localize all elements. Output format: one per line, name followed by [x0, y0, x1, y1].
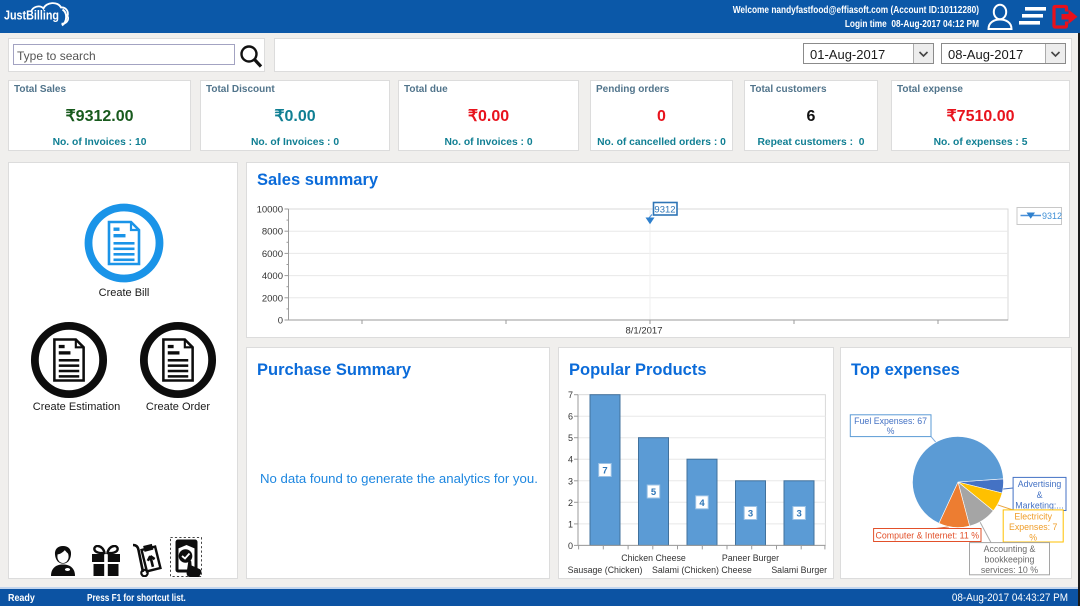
svg-text:5: 5 [568, 433, 573, 443]
svg-text:Paneer Burger: Paneer Burger [722, 553, 779, 563]
svg-text:Accounting &: Accounting & [984, 544, 1036, 554]
svg-text:3: 3 [568, 476, 573, 486]
svg-text:1: 1 [568, 519, 573, 529]
svg-text:Computer & Internet: 11 %: Computer & Internet: 11 % [876, 530, 980, 540]
svg-text:7: 7 [568, 390, 573, 400]
svg-text:4000: 4000 [262, 271, 283, 282]
svg-text:Sausage (Chicken): Sausage (Chicken) [568, 565, 643, 575]
svg-text:Fuel Expenses: 67: Fuel Expenses: 67 [854, 416, 927, 426]
svg-text:Chicken Cheese: Chicken Cheese [621, 553, 686, 563]
svg-text:7: 7 [602, 466, 607, 477]
svg-text:5: 5 [651, 487, 657, 498]
svg-text:Salami (Chicken) Cheese: Salami (Chicken) Cheese [652, 565, 752, 575]
svg-text:Electricity: Electricity [1014, 512, 1052, 522]
svg-text:8/1/2017: 8/1/2017 [626, 326, 663, 337]
svg-text:JustBilling: JustBilling [4, 9, 59, 23]
svg-text:bookkeeping: bookkeeping [985, 555, 1035, 565]
svg-text:9312: 9312 [1042, 211, 1062, 221]
svg-text:services: 10 %: services: 10 % [981, 565, 1038, 575]
svg-text:8000: 8000 [262, 227, 283, 238]
svg-text:0: 0 [568, 541, 573, 551]
svg-text:&: & [1037, 490, 1043, 500]
svg-text:6000: 6000 [262, 249, 283, 260]
svg-text:10000: 10000 [257, 205, 283, 216]
svg-text:%: % [887, 426, 895, 436]
svg-text:Salami Burger: Salami Burger [771, 565, 827, 575]
svg-text:4: 4 [699, 498, 705, 509]
svg-text:2000: 2000 [262, 293, 283, 304]
svg-text:Expenses: 7: Expenses: 7 [1009, 522, 1058, 532]
svg-text:2: 2 [568, 498, 573, 508]
svg-text:3: 3 [797, 509, 802, 520]
svg-text:9312: 9312 [654, 204, 675, 215]
svg-text:Marketing:...: Marketing:... [1015, 501, 1063, 511]
svg-text:0: 0 [278, 316, 283, 327]
svg-text:4: 4 [568, 455, 573, 465]
svg-text:6: 6 [568, 412, 573, 422]
svg-text:3: 3 [748, 509, 753, 520]
svg-text:Advertising: Advertising [1018, 479, 1062, 489]
svg-text:%: % [1029, 533, 1037, 543]
